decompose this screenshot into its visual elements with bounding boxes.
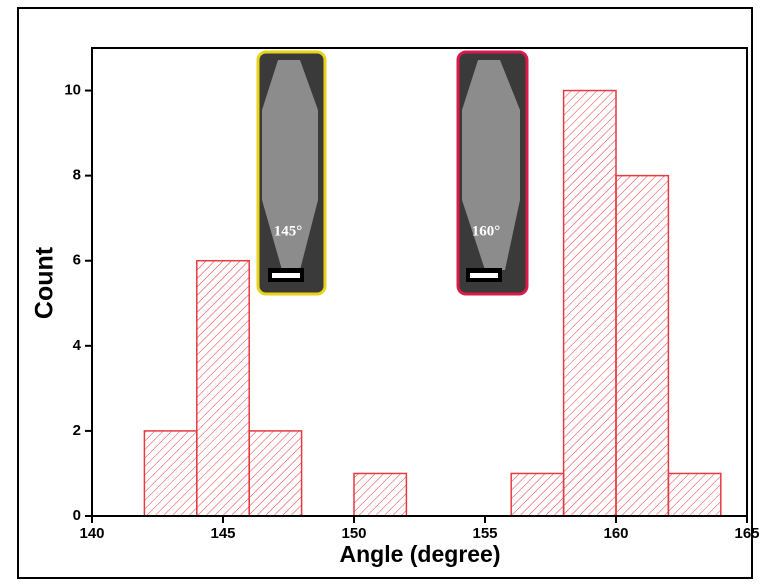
x-tick-label: 165 [734,525,759,542]
y-tick-label: 8 [73,167,81,184]
bar [248,430,303,517]
bar [562,89,617,517]
inset-image [456,50,529,296]
inset-image [256,50,327,296]
inset-label: 145° [274,223,303,239]
bar [196,259,250,517]
x-tick-label: 140 [79,525,104,542]
x-axis-label: Angle (degree) [339,541,500,567]
y-tick-label: 4 [73,337,82,354]
x-tick-label: 145 [210,525,235,542]
bars [143,89,722,517]
bar [615,174,670,517]
y-tick-label: 6 [73,252,81,269]
y-tick-label: 10 [64,82,81,99]
y-tick-label: 0 [73,507,81,524]
plot-border [91,47,748,517]
x-tick-label: 150 [341,525,366,542]
bar [143,430,198,517]
x-tick-label: 155 [472,525,497,542]
frame [17,7,753,579]
y-axis-label: Count [31,246,59,319]
bar [510,472,565,517]
bar [667,472,722,517]
bar [353,472,408,517]
y-tick-label: 2 [73,422,81,439]
inset-label: 160° [472,223,501,239]
x-tick-label: 160 [603,525,628,542]
axes: 140 145 150 155 160 165 0 2 4 6 8 10 [64,47,760,542]
